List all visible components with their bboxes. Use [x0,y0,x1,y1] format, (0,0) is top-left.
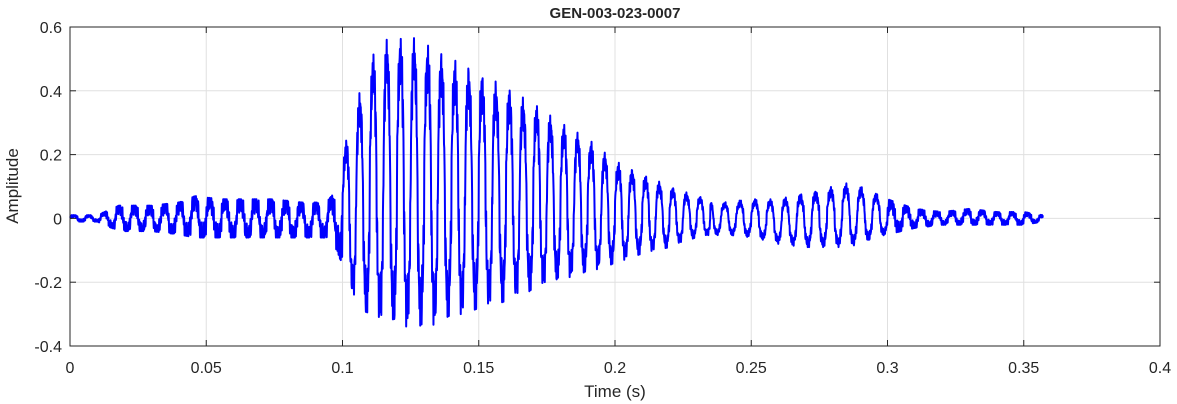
tick-marks [69,26,1161,347]
x-tick-label: 0.25 [736,360,767,377]
x-tick-label: 0.4 [1149,360,1171,377]
y-tick-label: 0.2 [40,148,62,165]
signal-line [69,37,1044,328]
x-tick-label: 0.05 [191,360,222,377]
x-tick-label: 0.3 [876,360,898,377]
signal-series [69,37,1044,328]
y-tick-label: 0 [53,211,62,228]
x-tick-label: 0 [66,360,75,377]
y-tick-label: 0.4 [40,84,62,101]
x-tick-label: 0.15 [463,360,494,377]
y-axis-label: Amplitude [3,148,22,224]
x-tick-label: 0.1 [331,360,353,377]
y-tick-label: -0.4 [34,339,62,356]
y-tick-labels: -0.4 -0.2 0 0.2 0.4 0.6 [34,20,62,356]
x-axis-label: Time (s) [584,382,646,401]
y-tick-label: 0.6 [40,20,62,37]
y-tick-label: -0.2 [34,275,62,292]
x-tick-label: 0.35 [1008,360,1039,377]
x-tick-label: 0.2 [604,360,626,377]
chart-title: GEN-003-023-0007 [550,5,681,22]
x-tick-labels: 0 0.05 0.1 0.15 0.2 0.25 0.3 0.35 0.4 [66,360,1172,377]
